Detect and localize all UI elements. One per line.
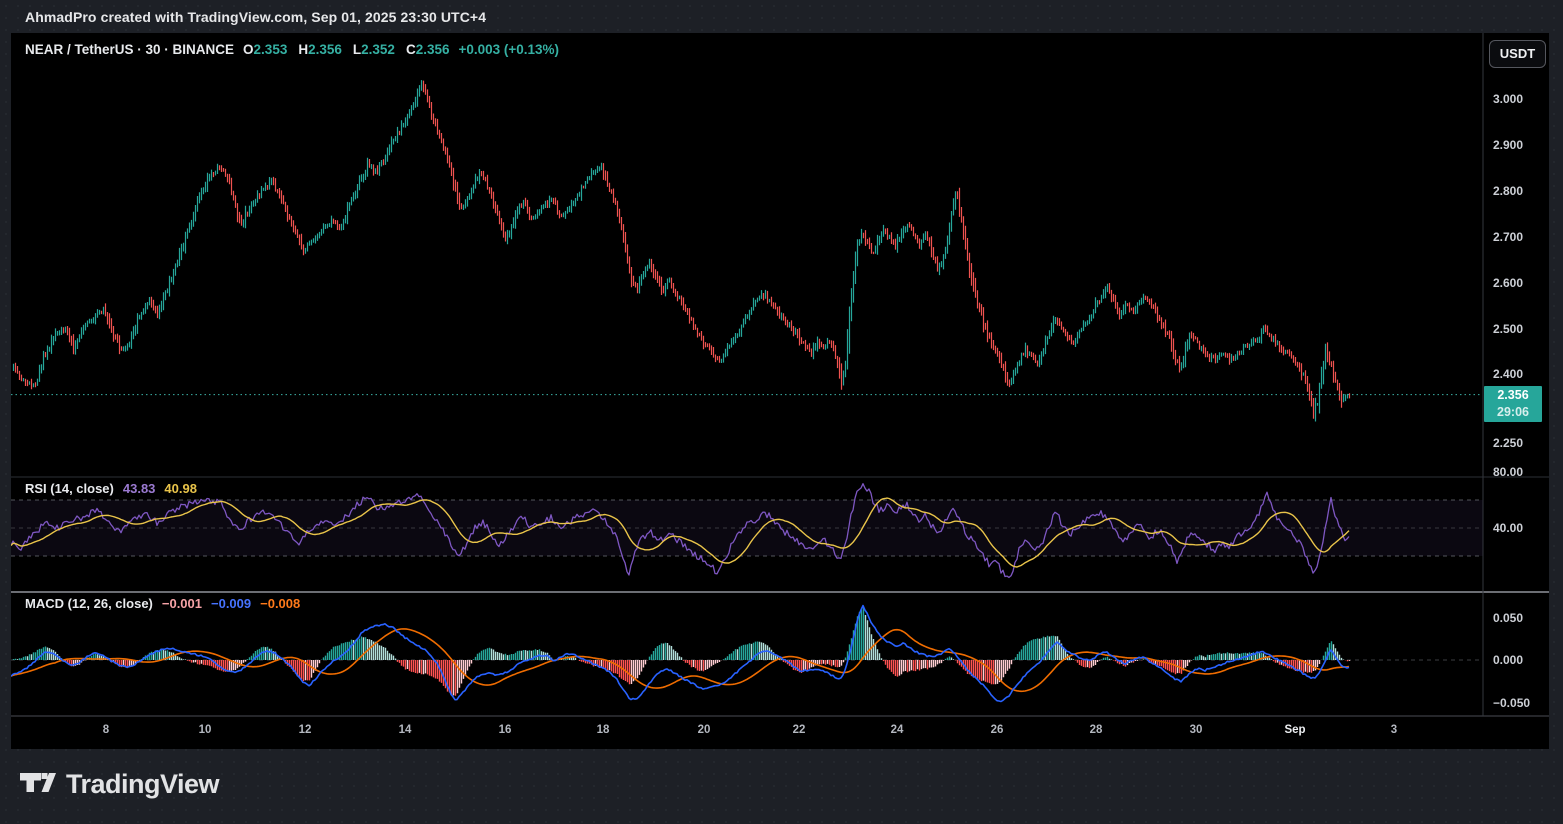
price-tick: 2.250 bbox=[1493, 436, 1524, 451]
price-tick: 2.400 bbox=[1493, 367, 1524, 382]
tradingview-logo[interactable]: TradingView bbox=[20, 769, 220, 800]
time-tick: 26 bbox=[990, 724, 1004, 736]
last-price-badge: 2.356 29:06 bbox=[1484, 385, 1542, 422]
price-tick: 3.000 bbox=[1493, 92, 1524, 106]
rsi-ma-value: 40.98 bbox=[164, 481, 197, 496]
price-axis[interactable]: 3.000 2.900 2.800 2.700 2.600 2.500 2.400 2.250… bbox=[1483, 33, 1549, 716]
macd-tick: 0.050 bbox=[1493, 610, 1524, 625]
price-tick: 2.700 bbox=[1493, 229, 1524, 244]
rsi-tick: 80.00 bbox=[1493, 465, 1524, 479]
attribution-text: AhmadPro created with TradingView.com, S… bbox=[25, 9, 487, 25]
tradingview-logo-icon bbox=[20, 772, 56, 792]
time-tick: 10 bbox=[198, 724, 212, 736]
chart-widget: NEAR / TetherUS · 30 · BINANCE O2.353 H2.… bbox=[11, 33, 1549, 749]
last-price-value: 2.356 bbox=[1497, 387, 1529, 402]
rsi-title: RSI (14, close) bbox=[25, 481, 114, 496]
time-tick: 16 bbox=[498, 724, 512, 736]
macd-legend: MACD (12, 26, close) −0.001 −0.009 −0.00… bbox=[25, 596, 300, 611]
macd-tick: −0.050 bbox=[1493, 695, 1531, 710]
symbol-legend: NEAR / TetherUS · 30 · BINANCE O2.353 H2.… bbox=[25, 42, 559, 57]
rsi-value: 43.83 bbox=[122, 481, 156, 496]
time-tick: 8 bbox=[102, 724, 110, 736]
macd-line-value: −0.009 bbox=[211, 596, 252, 611]
time-tick: Sep bbox=[1284, 724, 1306, 736]
price-tick: 2.600 bbox=[1493, 275, 1524, 290]
time-tick: 18 bbox=[596, 724, 610, 736]
price-chart-canvas[interactable] bbox=[11, 33, 1549, 749]
time-tick: 14 bbox=[398, 724, 412, 736]
time-tick: 24 bbox=[890, 724, 904, 736]
change-value: +0.003 (+0.13%) bbox=[458, 42, 560, 57]
price-tick: 2.800 bbox=[1493, 183, 1524, 198]
macd-title: MACD (12, 26, close) bbox=[25, 596, 153, 611]
price-tick: 2.500 bbox=[1493, 321, 1524, 336]
time-tick: 22 bbox=[792, 724, 806, 736]
macd-hist-value: −0.001 bbox=[161, 596, 202, 611]
symbol-title: NEAR / TetherUS · 30 · BINANCE bbox=[25, 42, 235, 57]
macd-tick: 0.000 bbox=[1493, 653, 1524, 667]
time-axis[interactable]: 8 10 12 14 16 18 20 22 24 26 28 30 Sep 3 bbox=[11, 716, 1549, 749]
ohlc-o: O2.353 bbox=[243, 42, 288, 57]
ohlc-l: L2.352 bbox=[352, 42, 395, 57]
ohlc-h: H2.356 bbox=[298, 42, 342, 57]
time-tick: 3 bbox=[1390, 724, 1398, 736]
time-tick: 30 bbox=[1189, 724, 1203, 736]
time-tick: 20 bbox=[697, 724, 711, 736]
ohlc-values: O2.353 H2.356 L2.352 C2.356 bbox=[243, 42, 449, 57]
rsi-tick: 40.00 bbox=[1493, 521, 1524, 535]
currency-toggle-button[interactable]: USDT bbox=[1489, 40, 1546, 68]
price-tick: 2.900 bbox=[1493, 137, 1524, 152]
time-tick: 28 bbox=[1089, 724, 1103, 736]
tradingview-logo-text: TradingView bbox=[66, 769, 220, 799]
bar-countdown: 29:06 bbox=[1497, 404, 1529, 419]
time-tick: 12 bbox=[298, 724, 312, 736]
macd-signal-value: −0.008 bbox=[260, 596, 301, 611]
ohlc-c: C2.356 bbox=[405, 42, 450, 57]
rsi-legend: RSI (14, close) 43.83 40.98 bbox=[25, 481, 197, 496]
